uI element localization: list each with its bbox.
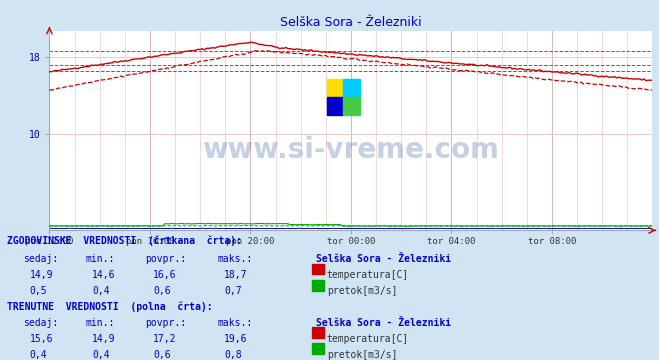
Text: 17,2: 17,2 (153, 334, 177, 344)
Text: 0,6: 0,6 (153, 286, 171, 296)
Text: 0,4: 0,4 (92, 286, 110, 296)
Text: 0,7: 0,7 (224, 286, 242, 296)
Text: Selška Sora - Železniki: Selška Sora - Železniki (316, 318, 451, 328)
Text: 0,8: 0,8 (224, 350, 242, 360)
Text: povpr.:: povpr.: (145, 254, 186, 264)
Text: ZGODOVINSKE  VREDNOSTI  (črtkana  črta):: ZGODOVINSKE VREDNOSTI (črtkana črta): (7, 236, 242, 246)
Text: 18,7: 18,7 (224, 270, 248, 280)
Text: 14,9: 14,9 (30, 270, 53, 280)
Text: temperatura[C]: temperatura[C] (327, 334, 409, 344)
Text: 14,9: 14,9 (92, 334, 116, 344)
Text: 0,6: 0,6 (153, 350, 171, 360)
Text: temperatura[C]: temperatura[C] (327, 270, 409, 280)
Text: sedaj:: sedaj: (23, 318, 58, 328)
FancyBboxPatch shape (343, 96, 360, 114)
FancyBboxPatch shape (343, 78, 360, 96)
Text: pretok[m3/s]: pretok[m3/s] (327, 350, 397, 360)
Text: 16,6: 16,6 (153, 270, 177, 280)
Text: maks.:: maks.: (217, 318, 252, 328)
Title: Selška Sora - Železniki: Selška Sora - Železniki (280, 17, 422, 30)
Text: 0,5: 0,5 (30, 286, 47, 296)
Text: Selška Sora - Železniki: Selška Sora - Železniki (316, 254, 451, 264)
Text: sedaj:: sedaj: (23, 254, 58, 264)
Text: 15,6: 15,6 (30, 334, 53, 344)
FancyBboxPatch shape (327, 78, 343, 96)
Text: 14,6: 14,6 (92, 270, 116, 280)
Text: 0,4: 0,4 (30, 350, 47, 360)
Text: 0,4: 0,4 (92, 350, 110, 360)
FancyBboxPatch shape (327, 96, 343, 114)
Text: min.:: min.: (86, 254, 115, 264)
Text: pretok[m3/s]: pretok[m3/s] (327, 286, 397, 296)
Text: povpr.:: povpr.: (145, 318, 186, 328)
Text: TRENUTNE  VREDNOSTI  (polna  črta):: TRENUTNE VREDNOSTI (polna črta): (7, 301, 212, 312)
Text: min.:: min.: (86, 318, 115, 328)
Text: www.si-vreme.com: www.si-vreme.com (202, 136, 500, 165)
Text: 19,6: 19,6 (224, 334, 248, 344)
Text: maks.:: maks.: (217, 254, 252, 264)
